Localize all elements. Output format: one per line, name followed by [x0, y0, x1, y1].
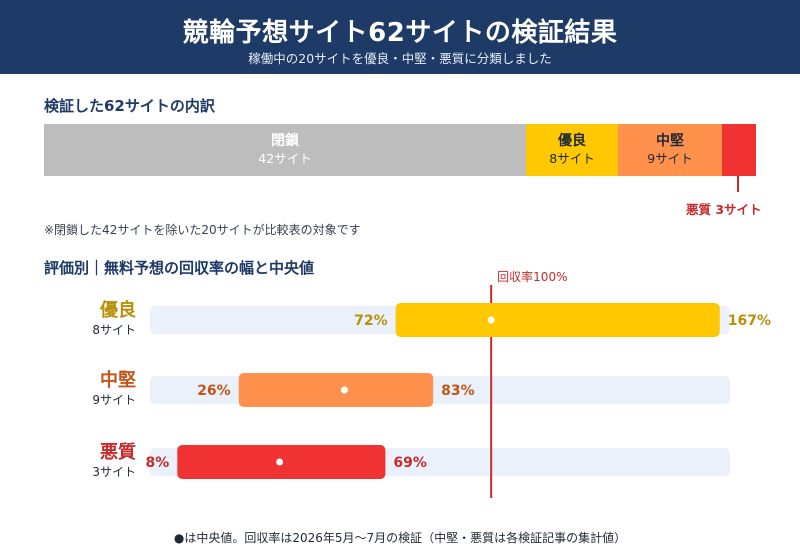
segment-good-count: 8サイト [549, 151, 595, 166]
row-label-count: 8サイト [92, 323, 136, 337]
min-label-1: 26% [197, 383, 231, 399]
segment-good-label: 優良 [558, 133, 586, 149]
max-label-1: 83% [441, 383, 475, 399]
min-label-2: 8% [146, 455, 170, 471]
range-bar-1 [238, 373, 434, 407]
segment-closed-label: 閉鎖 [271, 133, 299, 149]
segment-bad-callout: 悪質 3サイト [686, 202, 762, 217]
row-label-count: 3サイト [92, 465, 136, 479]
breakdown-note: ※閉鎖した42サイトを除いた20サイトが比較表の対象です [44, 223, 361, 237]
track-1 [150, 376, 730, 404]
row-label-0: 優良 8サイト [60, 300, 136, 338]
median-dot-0 [487, 316, 495, 324]
segment-closed-count: 42サイト [258, 151, 312, 166]
row-label-name: 優良 [100, 300, 136, 321]
segment-mid-label: 中堅 [656, 133, 684, 149]
header-banner: 競輪予想サイト62サイトの検証結果 稼働中の20サイトを優良・中堅・悪質に分類し… [0, 0, 800, 74]
breakdown-title: 検証した62サイトの内訳 [44, 97, 215, 115]
row-label-count: 9サイト [92, 393, 136, 407]
max-label-0: 167% [728, 313, 771, 329]
segment-closed: 閉鎖 42サイト [44, 124, 526, 176]
max-label-2: 69% [393, 455, 427, 471]
min-label-0: 72% [354, 313, 388, 329]
reference-line-label: 回収率100% [497, 269, 567, 284]
page-subtitle: 稼働中の20サイトを優良・中堅・悪質に分類しました [248, 51, 552, 66]
range-chart-title: 評価別｜無料予想の回収率の幅と中央値 [44, 259, 315, 277]
segment-mid: 中堅 9サイト [618, 124, 722, 176]
row-label-name: 中堅 [100, 370, 136, 391]
range-bar-0 [395, 303, 720, 337]
segment-good: 優良 8サイト [526, 124, 618, 176]
segment-bad-leader-line [737, 176, 739, 192]
segment-bad [722, 124, 756, 176]
row-label-2: 悪質 3サイト [60, 442, 136, 480]
row-label-1: 中堅 9サイト [60, 370, 136, 408]
median-dot-2 [276, 458, 284, 466]
page-title: 競輪予想サイト62サイトの検証結果 [182, 18, 618, 48]
footnote: ●は中央値。回収率は2026年5月〜7月の検証（中堅・悪質は各検証記事の集計値） [173, 531, 627, 545]
breakdown-stacked-bar: 閉鎖 42サイト 優良 8サイト 中堅 9サイト [44, 124, 756, 176]
segment-mid-count: 9サイト [647, 151, 693, 166]
median-dot-1 [340, 386, 348, 394]
row-label-name: 悪質 [100, 442, 136, 463]
